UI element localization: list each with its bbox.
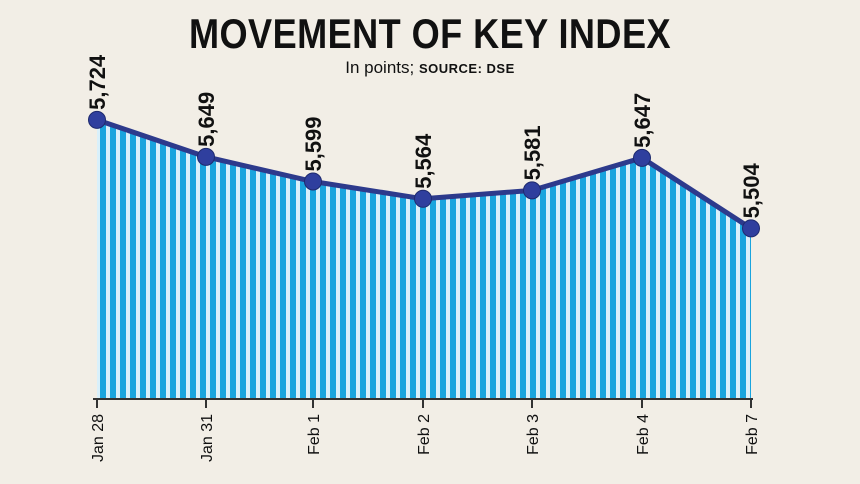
x-tick-label: Jan 28 — [90, 414, 107, 462]
data-point — [633, 148, 651, 167]
area-fill — [97, 119, 751, 399]
data-label: 5,599 — [301, 116, 326, 171]
x-tick-label: Feb 1 — [306, 414, 323, 455]
data-label: 5,649 — [194, 92, 219, 147]
unit-note: In points; — [345, 58, 415, 77]
x-tick-label: Feb 2 — [416, 414, 433, 455]
data-point — [523, 181, 541, 200]
x-tick-label: Feb 7 — [744, 414, 761, 455]
data-point — [304, 172, 322, 191]
data-point — [88, 110, 106, 129]
data-point — [742, 219, 760, 238]
data-label: 5,504 — [739, 163, 764, 219]
data-label: 5,647 — [630, 93, 655, 148]
chart-title: MOVEMENT OF KEY INDEX — [188, 10, 672, 57]
source-note: SOURCE: DSE — [418, 61, 515, 76]
x-tick-label: Jan 31 — [199, 414, 216, 462]
data-label: 5,724 — [85, 54, 110, 110]
data-label: 5,581 — [520, 125, 545, 180]
x-tick-label: Feb 4 — [635, 414, 652, 455]
chart-subtitle: In points; SOURCE: DSE — [0, 58, 860, 78]
data-label: 5,564 — [411, 133, 436, 189]
data-point — [414, 189, 432, 208]
data-point — [197, 147, 215, 166]
x-tick-label: Feb 3 — [525, 414, 542, 455]
